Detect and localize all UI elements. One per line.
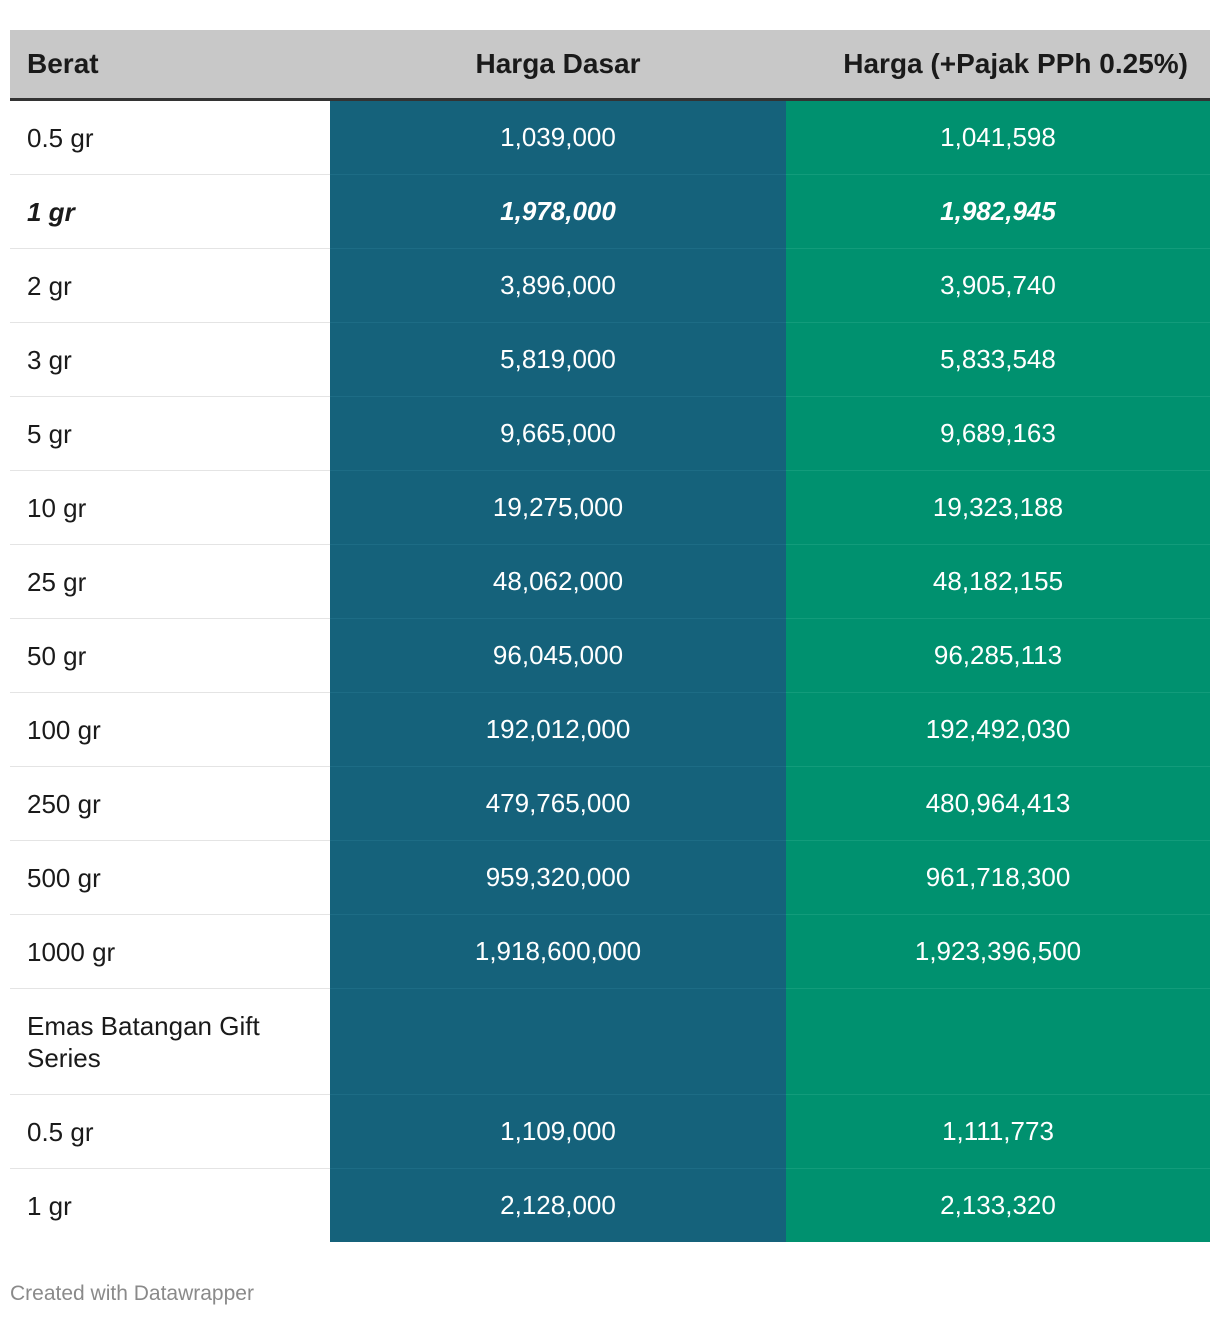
table-row: 1 gr 2,128,000 2,133,320 xyxy=(10,1168,1210,1242)
column-header-base-price[interactable]: Harga Dasar xyxy=(330,30,786,101)
cell-weight: 1000 gr xyxy=(10,914,330,989)
price-table-container: Berat Harga Dasar Harga (+Pajak PPh 0.25… xyxy=(10,30,1210,1242)
cell-price-with-tax xyxy=(786,988,1210,1095)
cell-price-with-tax: 2,133,320 xyxy=(786,1168,1210,1242)
cell-price-with-tax: 9,689,163 xyxy=(786,396,1210,471)
cell-price-with-tax: 19,323,188 xyxy=(786,470,1210,545)
table-row: 0.5 gr 1,109,000 1,111,773 xyxy=(10,1094,1210,1169)
cell-weight: 50 gr xyxy=(10,618,330,693)
cell-price-with-tax: 5,833,548 xyxy=(786,322,1210,397)
gold-price-table: Berat Harga Dasar Harga (+Pajak PPh 0.25… xyxy=(10,30,1210,1242)
cell-base-price: 1,918,600,000 xyxy=(330,914,786,989)
cell-weight: 250 gr xyxy=(10,766,330,841)
cell-price-with-tax: 96,285,113 xyxy=(786,618,1210,693)
cell-base-price xyxy=(330,988,786,1095)
cell-price-with-tax: 1,041,598 xyxy=(786,99,1210,175)
table-row: 250 gr 479,765,000 480,964,413 xyxy=(10,766,1210,841)
cell-base-price: 19,275,000 xyxy=(330,470,786,545)
cell-weight: 3 gr xyxy=(10,322,330,397)
column-header-price-with-tax[interactable]: Harga (+Pajak PPh 0.25%) xyxy=(786,30,1210,101)
cell-price-with-tax: 1,982,945 xyxy=(786,174,1210,249)
table-body: 0.5 gr 1,039,000 1,041,598 1 gr 1,978,000 1,9… xyxy=(10,99,1210,1242)
cell-weight: 0.5 gr xyxy=(10,99,330,175)
table-row: 500 gr 959,320,000 961,718,300 xyxy=(10,840,1210,915)
column-header-weight[interactable]: Berat xyxy=(10,30,330,101)
cell-weight: 25 gr xyxy=(10,544,330,619)
cell-base-price: 5,819,000 xyxy=(330,322,786,397)
table-row: 25 gr 48,062,000 48,182,155 xyxy=(10,544,1210,619)
table-row: 0.5 gr 1,039,000 1,041,598 xyxy=(10,99,1210,175)
cell-weight: 10 gr xyxy=(10,470,330,545)
table-row: 5 gr 9,665,000 9,689,163 xyxy=(10,396,1210,471)
cell-weight: Emas Batangan Gift Series xyxy=(10,988,330,1095)
cell-base-price: 3,896,000 xyxy=(330,248,786,323)
cell-price-with-tax: 1,111,773 xyxy=(786,1094,1210,1169)
cell-base-price: 1,109,000 xyxy=(330,1094,786,1169)
cell-price-with-tax: 3,905,740 xyxy=(786,248,1210,323)
cell-base-price: 48,062,000 xyxy=(330,544,786,619)
cell-weight: 5 gr xyxy=(10,396,330,471)
cell-base-price: 96,045,000 xyxy=(330,618,786,693)
cell-price-with-tax: 192,492,030 xyxy=(786,692,1210,767)
cell-weight: 1 gr xyxy=(10,1168,330,1242)
table-row: 2 gr 3,896,000 3,905,740 xyxy=(10,248,1210,323)
cell-weight: 1 gr xyxy=(10,174,330,249)
cell-base-price: 9,665,000 xyxy=(330,396,786,471)
cell-base-price: 959,320,000 xyxy=(330,840,786,915)
table-row: 100 gr 192,012,000 192,492,030 xyxy=(10,692,1210,767)
cell-base-price: 2,128,000 xyxy=(330,1168,786,1242)
table-row: 1000 gr 1,918,600,000 1,923,396,500 xyxy=(10,914,1210,989)
cell-price-with-tax: 480,964,413 xyxy=(786,766,1210,841)
cell-price-with-tax: 961,718,300 xyxy=(786,840,1210,915)
datawrapper-credit: Created with Datawrapper xyxy=(10,1282,254,1305)
cell-price-with-tax: 1,923,396,500 xyxy=(786,914,1210,989)
cell-weight: 500 gr xyxy=(10,840,330,915)
cell-weight: 0.5 gr xyxy=(10,1094,330,1169)
cell-price-with-tax: 48,182,155 xyxy=(786,544,1210,619)
table-row: 1 gr 1,978,000 1,982,945 xyxy=(10,174,1210,249)
cell-base-price: 192,012,000 xyxy=(330,692,786,767)
cell-base-price: 1,978,000 xyxy=(330,174,786,249)
table-header-row: Berat Harga Dasar Harga (+Pajak PPh 0.25… xyxy=(10,30,1210,101)
table-section-row: Emas Batangan Gift Series xyxy=(10,988,1210,1095)
table-row: 10 gr 19,275,000 19,323,188 xyxy=(10,470,1210,545)
cell-weight: 100 gr xyxy=(10,692,330,767)
table-row: 50 gr 96,045,000 96,285,113 xyxy=(10,618,1210,693)
cell-base-price: 479,765,000 xyxy=(330,766,786,841)
cell-base-price: 1,039,000 xyxy=(330,99,786,175)
table-row: 3 gr 5,819,000 5,833,548 xyxy=(10,322,1210,397)
cell-weight: 2 gr xyxy=(10,248,330,323)
